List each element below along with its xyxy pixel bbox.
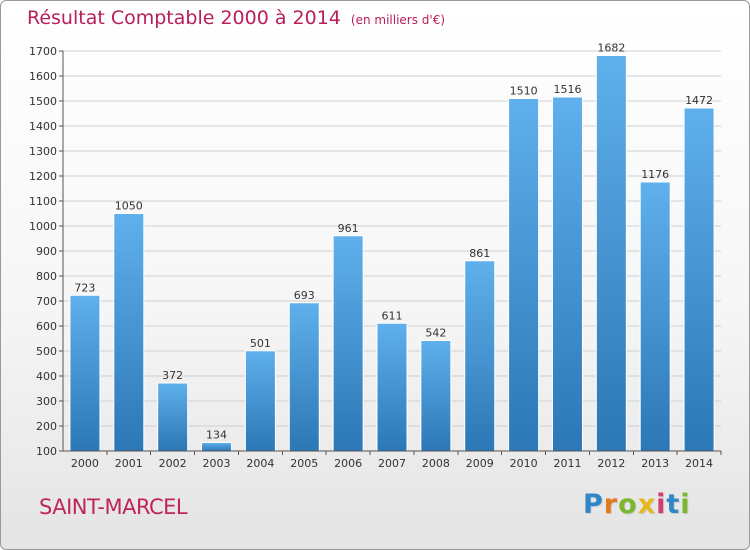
data-labels: 723 1050 372 134 501 693 961 611 542 861 1510 1516 1…	[74, 42, 713, 442]
logo-letter: o	[618, 489, 638, 520]
commune-name: SAINT-MARCEL	[39, 495, 188, 519]
y-tick-label: 300	[36, 395, 57, 408]
x-tick-label: 2012	[597, 457, 625, 470]
data-label: 134	[206, 429, 227, 442]
data-label: 1472	[685, 94, 713, 107]
y-tick-label: 700	[36, 295, 57, 308]
y-tick-label: 1500	[29, 95, 57, 108]
bar	[420, 340, 452, 452]
y-tick-label: 500	[36, 345, 57, 358]
bars	[69, 55, 715, 452]
bar	[332, 235, 364, 452]
bar	[639, 181, 671, 452]
bar	[113, 213, 145, 452]
bar	[157, 382, 189, 452]
bar	[376, 322, 408, 452]
data-label: 723	[74, 281, 95, 294]
bar	[508, 98, 540, 452]
bar	[201, 442, 233, 452]
data-label: 1510	[510, 85, 538, 98]
x-tick-label: 2001	[115, 457, 143, 470]
x-tick-label: 2007	[378, 457, 406, 470]
proxiti-logo: Proxiti	[583, 489, 691, 520]
data-label: 1050	[115, 200, 143, 213]
y-tick-label: 1400	[29, 120, 57, 133]
x-tick-label: 2002	[159, 457, 187, 470]
data-label: 542	[425, 327, 446, 340]
bar	[595, 55, 627, 452]
y-tick-label: 600	[36, 320, 57, 333]
logo-letter: t	[666, 489, 681, 520]
y-tick-label: 1100	[29, 195, 57, 208]
y-tick-label: 100	[36, 445, 57, 458]
y-tick-label: 400	[36, 370, 57, 383]
x-tick-label: 2000	[71, 457, 99, 470]
x-tick-label: 2003	[203, 457, 231, 470]
x-tick-label: 2013	[641, 457, 669, 470]
data-label: 501	[250, 337, 271, 350]
x-tick-label: 2011	[553, 457, 581, 470]
x-tick-label: 2009	[466, 457, 494, 470]
y-tick-label: 1600	[29, 70, 57, 83]
bar	[69, 294, 101, 452]
y-tick-label: 900	[36, 245, 57, 258]
x-tick-label: 2010	[510, 457, 538, 470]
logo-letter: x	[637, 489, 657, 520]
data-label: 861	[469, 247, 490, 260]
logo-letter: P	[583, 489, 604, 520]
x-tick-label: 2014	[685, 457, 713, 470]
data-label: 1682	[597, 42, 625, 55]
y-tick-label: 1700	[29, 45, 57, 58]
title-main: Résultat Comptable 2000 à 2014	[27, 7, 341, 29]
axes	[59, 50, 722, 455]
bar	[683, 107, 715, 452]
data-label: 693	[294, 289, 315, 302]
bar	[244, 350, 276, 452]
data-label: 611	[382, 309, 403, 322]
chart-title: Résultat Comptable 2000 à 2014 (en millie…	[27, 7, 445, 29]
bar	[551, 96, 583, 452]
bar	[288, 302, 320, 452]
data-label: 372	[162, 369, 183, 382]
bar	[464, 260, 496, 452]
x-tick-label: 2005	[290, 457, 318, 470]
title-unit: (en milliers d'€)	[350, 13, 446, 27]
y-tick-label: 1000	[29, 220, 57, 233]
x-tick-label: 2004	[246, 457, 274, 470]
y-tick-label: 200	[36, 420, 57, 433]
logo-letter: i	[680, 489, 691, 520]
logo-letter: i	[656, 489, 667, 520]
y-tick-label: 1300	[29, 145, 57, 158]
logo-letter: r	[603, 489, 619, 520]
x-tick-label: 2008	[422, 457, 450, 470]
data-label: 1516	[553, 83, 581, 96]
y-tick-label: 800	[36, 270, 57, 283]
y-tick-label: 1200	[29, 170, 57, 183]
x-tick-labels: 2000 2001 2002 2003 2004 2005 2006 2007 2008 2009…	[71, 457, 713, 470]
data-label: 961	[338, 222, 359, 235]
x-tick-label: 2006	[334, 457, 362, 470]
data-label: 1176	[641, 168, 669, 181]
y-tick-labels: 100 200 300 400 500 600 700 800 900 1000 1100 1200 1…	[29, 45, 57, 458]
